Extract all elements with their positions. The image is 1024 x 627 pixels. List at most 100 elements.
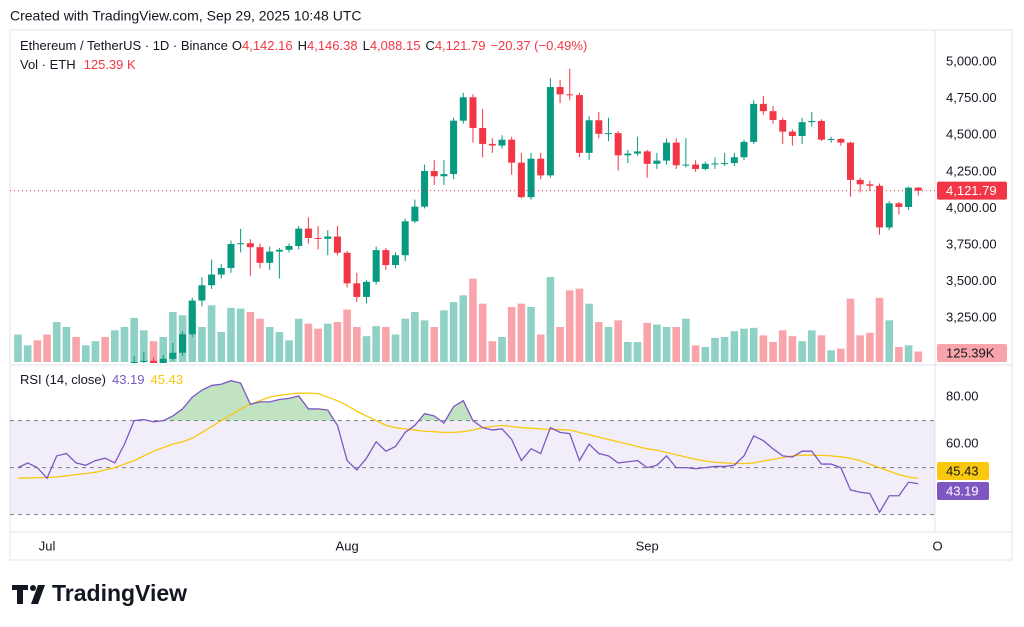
candle-body <box>275 249 283 252</box>
candle-body <box>130 362 138 363</box>
volume-bar <box>565 290 574 362</box>
legend-key: L <box>363 38 370 53</box>
candle-body <box>905 187 913 207</box>
x-tick-label: Jul <box>39 538 56 553</box>
candle-body <box>324 236 332 239</box>
logo-mark <box>30 585 36 591</box>
rsi-ma-line <box>17 392 919 479</box>
volume-bar <box>546 277 555 362</box>
volume-bar <box>914 351 923 362</box>
volume-bar <box>459 295 468 362</box>
volume-bar <box>498 337 506 362</box>
overlay: 3,250.00 3,500.00 3,750.00 4,000.00 4,250.00… <box>10 38 1007 553</box>
candle-body <box>769 111 777 120</box>
volume-bar <box>382 327 390 362</box>
candle-body <box>188 300 196 335</box>
volume-bar <box>536 334 545 362</box>
candle-body <box>817 120 825 140</box>
volume-bar <box>120 327 129 362</box>
rsi-pane <box>10 380 935 516</box>
candle-body <box>788 131 796 137</box>
volume-bar <box>711 337 719 362</box>
candle-body <box>701 163 709 169</box>
footer-logo: TradingView <box>12 580 187 606</box>
candle-body <box>314 237 322 239</box>
rsi-value-box <box>937 481 989 500</box>
candle-body <box>401 221 409 256</box>
volume-bar <box>527 307 535 362</box>
volume-bar <box>159 337 167 362</box>
y-tick-label: 4,500.00 <box>946 127 997 142</box>
volume-bar <box>227 307 235 362</box>
x-tick-label: Sep <box>636 538 659 553</box>
candle-body <box>179 334 187 353</box>
volume-bar <box>246 312 255 362</box>
candle-body <box>469 97 477 128</box>
volume-bar <box>372 326 380 362</box>
volume-bar <box>81 345 90 362</box>
rsi-legend-value: 43.19 <box>112 372 145 387</box>
candle-body <box>498 139 506 146</box>
volume-bar <box>294 318 303 362</box>
candle-body <box>750 103 758 142</box>
candle-body <box>169 352 177 359</box>
legend-value: 4,146.38 <box>307 38 358 53</box>
candle-body <box>575 95 583 153</box>
volume-bar <box>265 327 274 362</box>
volume-bar <box>111 330 119 362</box>
candle-body <box>517 162 525 198</box>
volume-legend-name: Vol · ETH <box>20 57 76 72</box>
legend-value: 4,121.79 <box>435 38 486 53</box>
candle-body <box>285 246 293 250</box>
candle-body <box>150 360 158 363</box>
volume-bar <box>759 335 768 362</box>
volume-bar <box>314 328 322 362</box>
volume-bar <box>730 331 739 362</box>
chart-frame <box>9 29 1013 561</box>
volume-bar <box>140 330 148 362</box>
candle-body <box>692 164 700 169</box>
y-tick-label: 3,500.00 <box>946 273 997 288</box>
candle-body <box>227 243 235 268</box>
volume-bar <box>827 350 835 362</box>
candle-body <box>392 255 400 266</box>
candle-body <box>798 122 806 137</box>
candle-body <box>266 251 274 263</box>
volume-bar <box>430 327 439 362</box>
candle-body <box>440 174 448 177</box>
volume-bar <box>323 323 332 362</box>
candle-body <box>208 274 216 286</box>
volume-bar <box>904 345 913 362</box>
volume-bar <box>517 303 526 362</box>
candle-body <box>450 120 458 175</box>
candle-body <box>256 247 264 263</box>
rsi-line <box>17 380 919 514</box>
candle-body <box>604 133 612 135</box>
rsi-value-label: 43.19 <box>946 483 979 498</box>
header-credit: Created with TradingView.com, Sep 29, 20… <box>10 8 362 24</box>
candle-body <box>585 120 593 153</box>
volume-bar <box>653 324 661 362</box>
volume-bar <box>275 332 284 362</box>
volume-bar <box>362 336 371 362</box>
legend-key: H <box>298 38 307 53</box>
volume-bar <box>72 337 80 362</box>
y-tick-label: 4,750.00 <box>946 90 997 105</box>
candle-body <box>866 184 874 186</box>
y-tick-label: 5,000.00 <box>946 54 997 69</box>
candle-body <box>508 139 516 163</box>
legend-change: −20.37 (−0.49%) <box>490 38 587 53</box>
candle-body <box>459 97 467 121</box>
y-tick-label: 3,250.00 <box>946 310 997 325</box>
candle-body <box>527 158 535 198</box>
candle-body <box>537 158 545 176</box>
volume-axis-label: 125.39K <box>946 345 995 360</box>
rsi-legend: RSI (14, close) 43.19 45.43 <box>20 372 183 387</box>
candle-body <box>885 203 893 228</box>
volume-bar <box>343 309 351 362</box>
volume-bar <box>856 335 864 362</box>
volume-bar <box>256 318 264 362</box>
candle-body <box>595 120 603 134</box>
footer-brand: TradingView <box>52 580 187 606</box>
volume-bar <box>304 323 313 362</box>
